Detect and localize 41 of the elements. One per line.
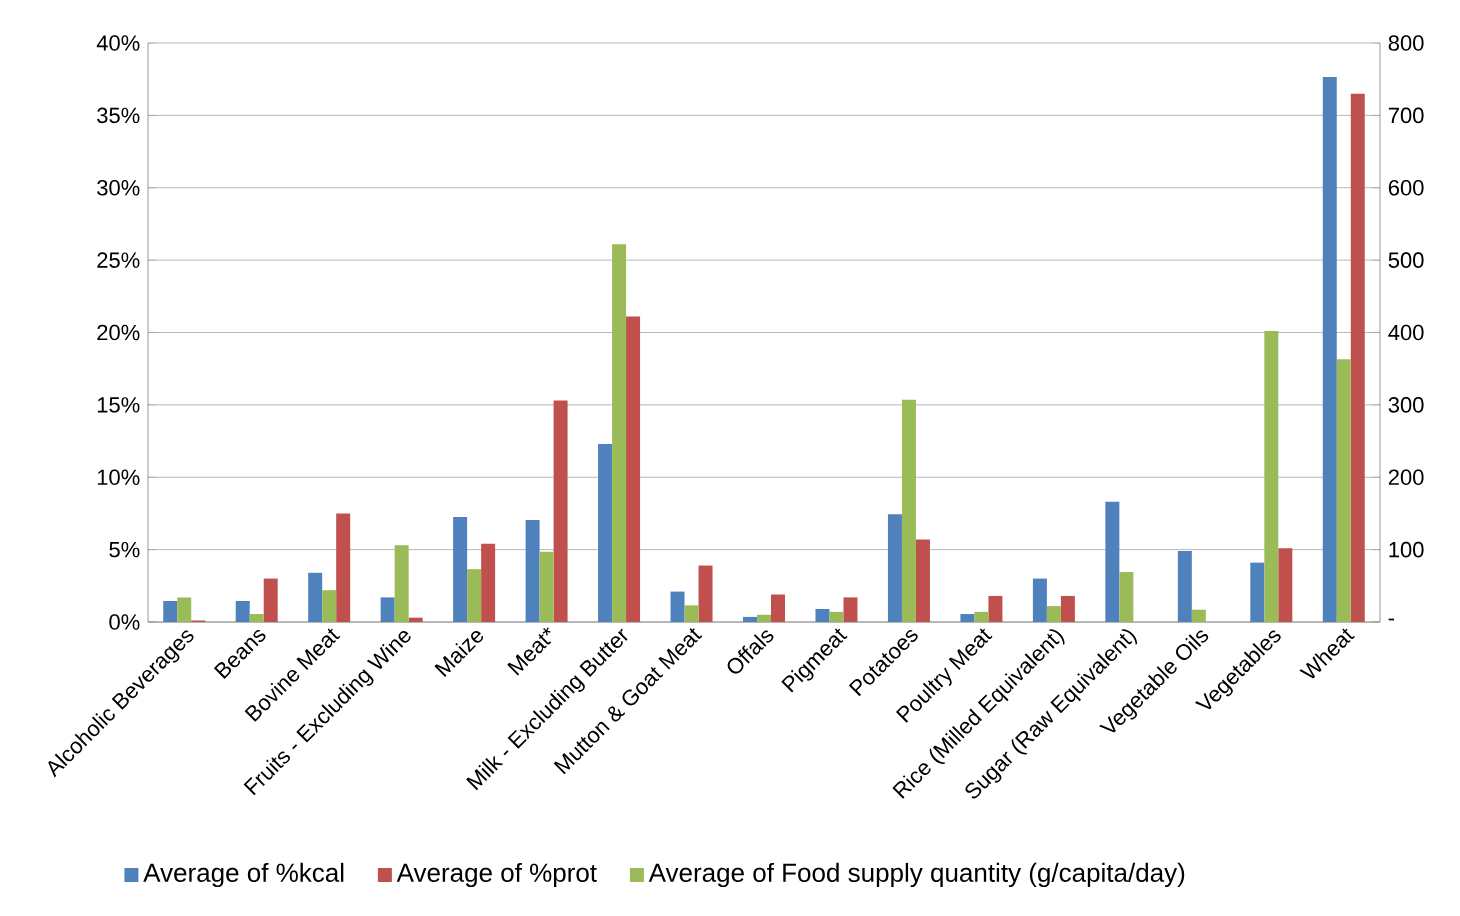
- bar: [336, 513, 351, 622]
- bar: [771, 594, 786, 622]
- bar: [698, 565, 713, 622]
- y2-tick-label: 100: [1389, 541, 1424, 558]
- bar: [1278, 548, 1293, 622]
- y2-tick-label: 800: [1388, 35, 1424, 51]
- bar: [1191, 609, 1206, 622]
- bar: [1322, 77, 1337, 622]
- bar: [843, 597, 858, 622]
- y-tick-label: 35%: [97, 107, 140, 124]
- y2-tick-label: 600: [1388, 179, 1424, 196]
- y-tick-label: 20%: [97, 324, 140, 341]
- y2-tick-label: -: [1388, 618, 1395, 621]
- y-tick-label: 10%: [97, 469, 140, 486]
- bar: [1350, 93, 1365, 622]
- bar: [553, 400, 568, 622]
- y-tick-label: 15%: [97, 397, 140, 413]
- bar: [235, 601, 250, 622]
- y2-tick-label: 500: [1388, 252, 1424, 268]
- legend-label: Average of Food supply quantity (g/capita/day): [648, 862, 1185, 888]
- bar: [394, 545, 409, 622]
- y2-tick-label: 400: [1388, 324, 1424, 341]
- bar: [1250, 562, 1265, 622]
- y2-tick-label: 300: [1388, 397, 1424, 413]
- y-tick-label: 40%: [96, 35, 140, 51]
- y-tick-label: 30%: [97, 179, 140, 196]
- y-tick-label: 25%: [97, 252, 140, 268]
- bar: [988, 595, 1003, 622]
- bar: [901, 399, 916, 622]
- bar: [1264, 331, 1279, 622]
- y2-tick-label: 700: [1388, 107, 1424, 124]
- bar: [408, 617, 423, 622]
- y-tick-label: 5%: [109, 541, 140, 558]
- bar: [1032, 578, 1047, 622]
- bar: [1105, 501, 1120, 622]
- legend-label: Average of %kcal: [143, 862, 344, 888]
- y-tick-label: 0%: [109, 614, 140, 630]
- y2-tick-label: 200: [1388, 469, 1424, 486]
- legend-label: Average of %prot: [396, 862, 597, 888]
- bar: [1177, 551, 1192, 622]
- bar: [263, 578, 278, 622]
